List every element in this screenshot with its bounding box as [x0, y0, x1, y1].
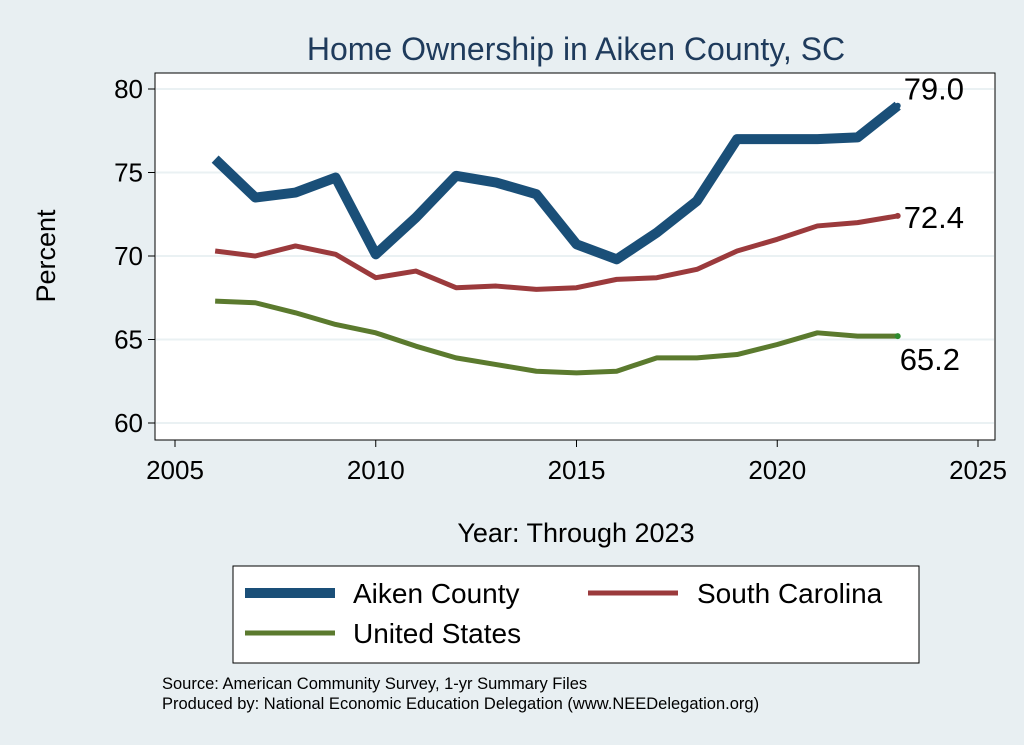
legend-label-united-states: United States — [353, 618, 521, 649]
end-marker-south-carolina — [894, 212, 901, 219]
source-note: Source: American Community Survey, 1-yr … — [162, 675, 587, 693]
chart-title: Home Ownership in Aiken County, SC — [307, 31, 845, 67]
legend: Aiken County South Carolina United State… — [232, 565, 920, 664]
x-tick-label: 2015 — [548, 455, 606, 485]
x-tick-label: 2005 — [146, 455, 204, 485]
series-lines — [211, 101, 901, 376]
series-line-aiken-county — [211, 101, 901, 265]
legend-label-aiken-county: Aiken County — [353, 578, 520, 609]
legend-box — [232, 565, 920, 664]
axes: 60 65 70 75 80 2005 2010 2015 2020 2025 — [114, 74, 1007, 485]
y-tick-label: 65 — [114, 325, 143, 355]
end-marker-aiken-county — [894, 102, 901, 109]
end-label-united-states: 65.2 — [900, 342, 960, 377]
x-tick-label: 2020 — [748, 455, 806, 485]
y-tick-label: 60 — [114, 408, 143, 438]
end-label-south-carolina: 72.4 — [904, 200, 964, 235]
series-line-united-states — [215, 298, 898, 376]
end-labels: 79.0 72.4 65.2 — [900, 72, 964, 377]
x-axis-title: Year: Through 2023 — [457, 518, 694, 548]
y-tick-label: 70 — [114, 241, 143, 271]
x-tick-label: 2010 — [347, 455, 405, 485]
legend-label-south-carolina: South Carolina — [697, 578, 883, 609]
produced-by-note: Produced by: National Economic Education… — [162, 695, 759, 713]
end-marker-united-states — [894, 333, 901, 340]
end-label-aiken-county: 79.0 — [904, 72, 964, 107]
series-line-south-carolina — [214, 213, 899, 292]
y-tick-label: 80 — [114, 74, 143, 104]
x-tick-label: 2025 — [949, 455, 1007, 485]
gridlines — [156, 88, 994, 424]
y-tick-label: 75 — [114, 158, 143, 188]
y-axis-title: Percent — [31, 209, 61, 303]
